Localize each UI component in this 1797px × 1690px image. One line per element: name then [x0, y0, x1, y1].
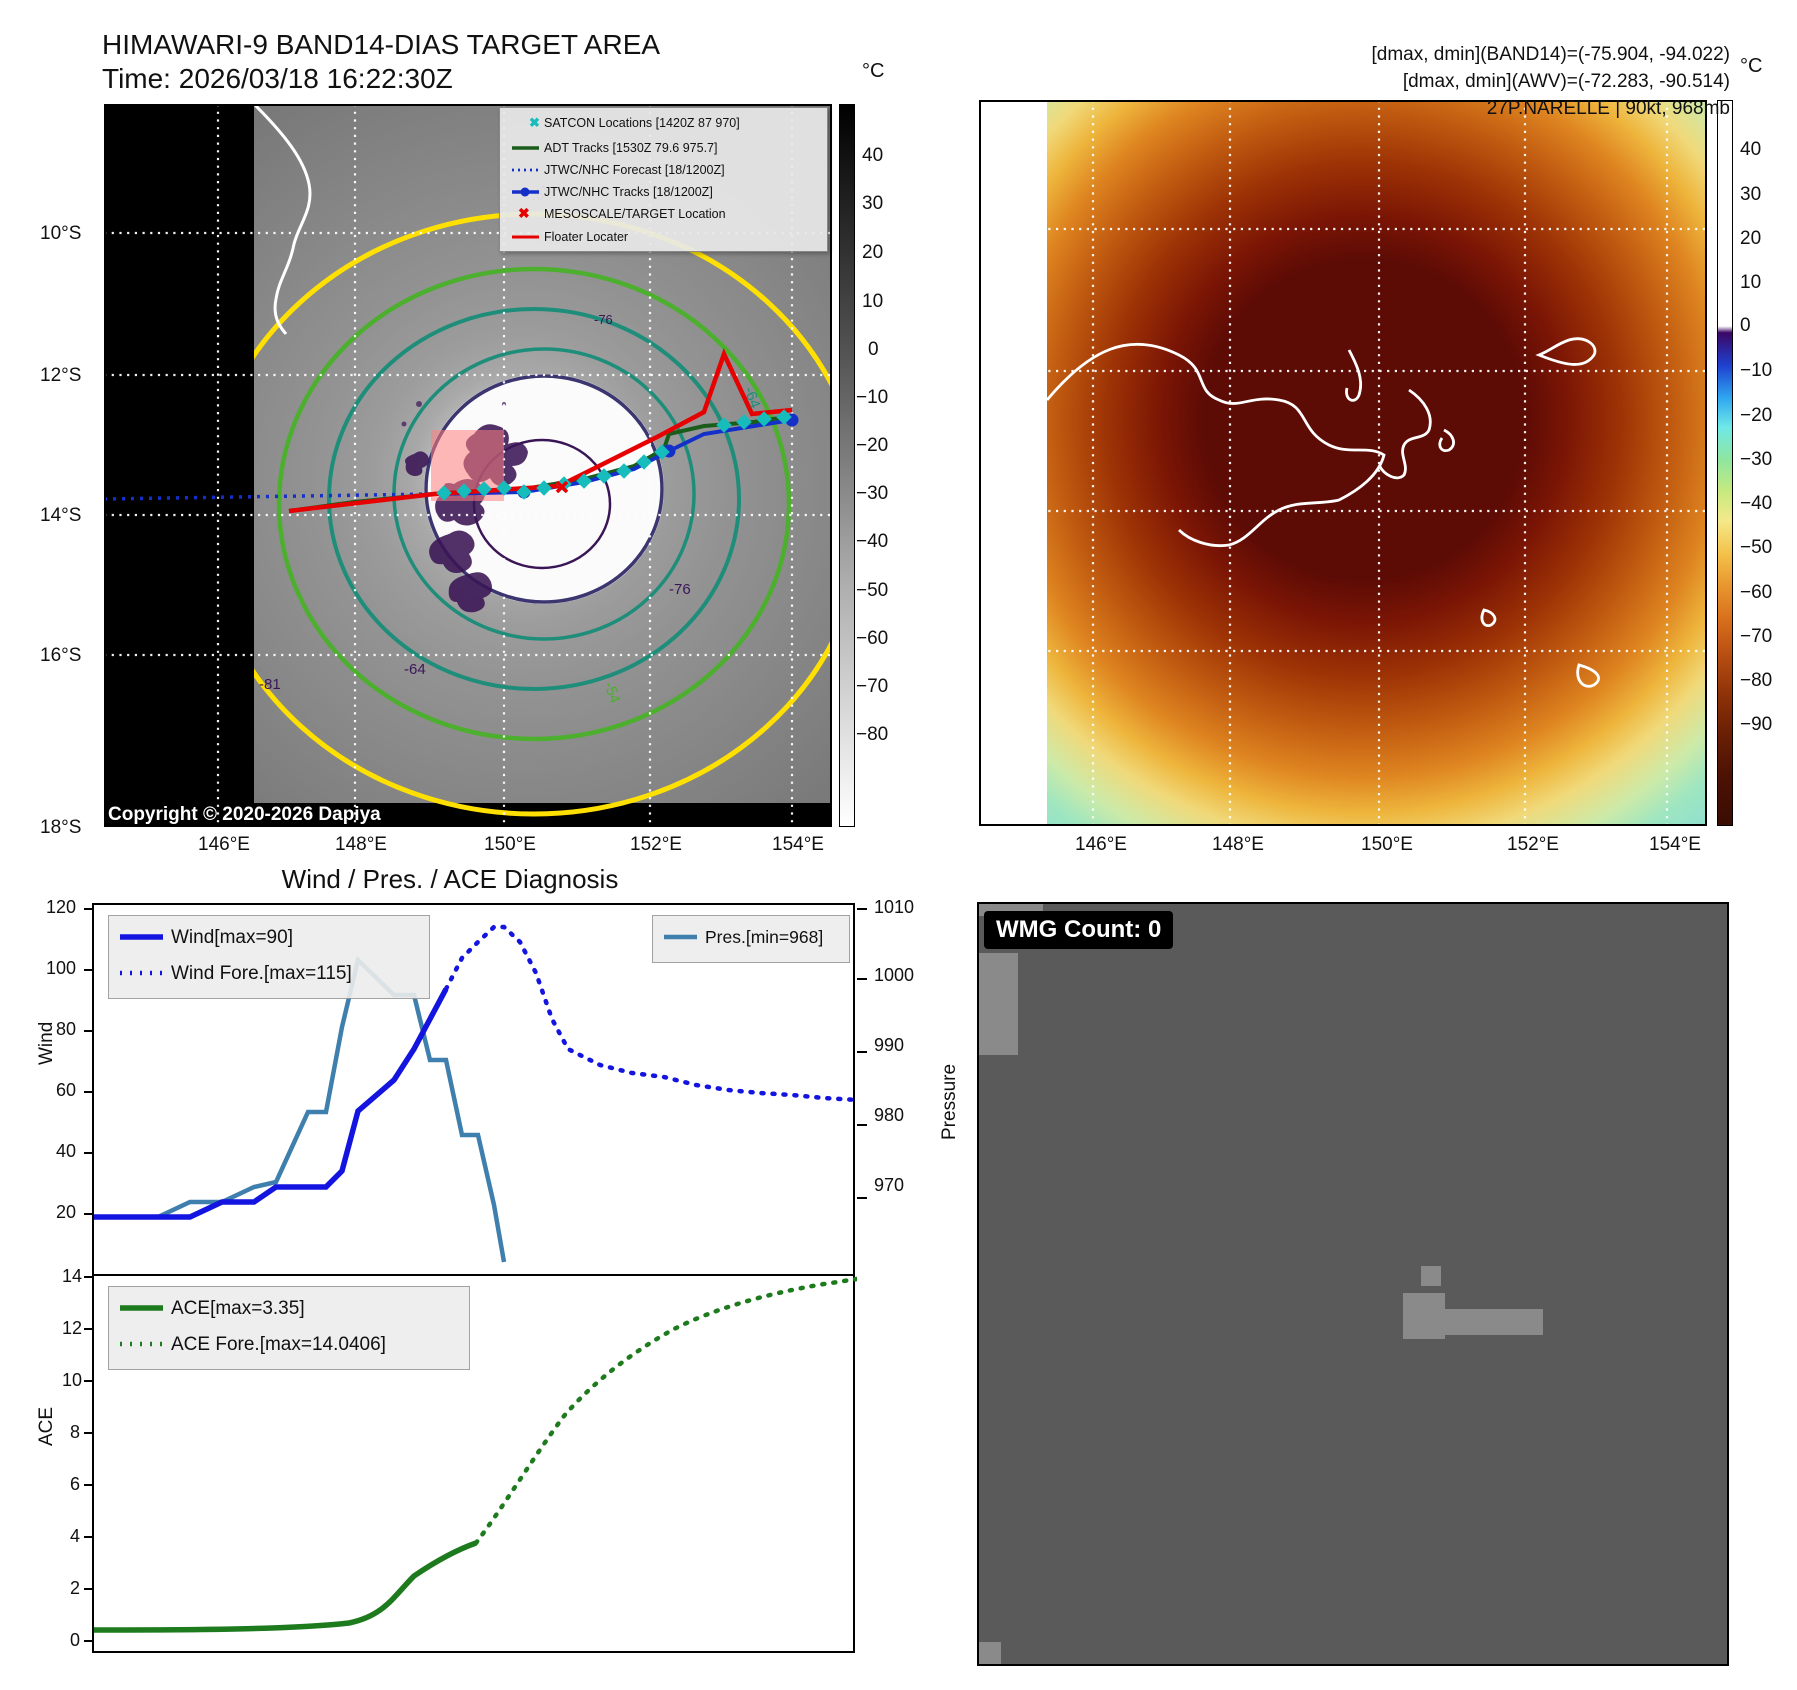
svg-text:Pres.[min=968]: Pres.[min=968] — [705, 927, 823, 947]
svg-text:-54: -54 — [600, 680, 623, 706]
svg-text:✖: ✖ — [518, 205, 530, 221]
svg-text:JTWC/NHC Tracks [18/1200Z]: JTWC/NHC Tracks [18/1200Z] — [544, 185, 713, 199]
svg-text:Floater Locater: Floater Locater — [544, 230, 628, 244]
svg-text:Wind Fore.[max=115]: Wind Fore.[max=115] — [171, 963, 352, 984]
svg-text:-64: -64 — [740, 385, 763, 411]
svg-text:ADT Tracks [1530Z 79.6 975.7]: ADT Tracks [1530Z 79.6 975.7] — [544, 141, 717, 155]
svg-text:ACE Fore.[max=14.0406]: ACE Fore.[max=14.0406] — [171, 1334, 386, 1355]
svg-text:-76: -76 — [669, 581, 691, 598]
svg-text:-64: -64 — [404, 661, 426, 678]
svg-text:JTWC/NHC Forecast [18/1200Z]: JTWC/NHC Forecast [18/1200Z] — [544, 163, 725, 177]
svg-text:MESOSCALE/TARGET Location: MESOSCALE/TARGET Location — [544, 207, 726, 221]
svg-text:✖: ✖ — [529, 115, 540, 130]
svg-text:ACE[max=3.35]: ACE[max=3.35] — [171, 1298, 305, 1319]
svg-text:-76: -76 — [594, 312, 613, 327]
svg-text:Wind[max=90]: Wind[max=90] — [171, 927, 293, 948]
svg-text:-81: -81 — [259, 676, 281, 693]
svg-text:SATCON Locations [1420Z 87 970: SATCON Locations [1420Z 87 970] — [544, 116, 740, 130]
